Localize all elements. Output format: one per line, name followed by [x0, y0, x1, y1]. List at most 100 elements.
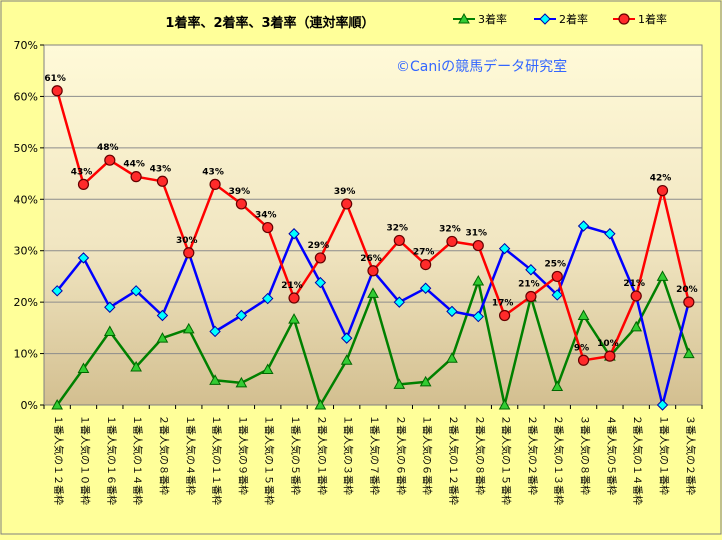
data-point [630, 320, 643, 332]
data-label: 48% [97, 143, 119, 153]
x-tick-label: １番人気の７番枠 [368, 415, 381, 495]
watermark: ©Caniの競馬データ研究室 [396, 58, 567, 75]
x-tick-label: ２番人気の１４番枠 [631, 415, 644, 505]
data-point [577, 220, 590, 232]
data-point [182, 322, 195, 334]
data-point [656, 399, 669, 411]
data-point [262, 221, 274, 234]
legend-label: 3着率 [478, 12, 507, 26]
data-point [51, 285, 63, 297]
data-point [682, 347, 695, 359]
x-tick-label: １番人気の１０番枠 [78, 415, 91, 505]
x-tick-label: １番人気の９番枠 [236, 415, 249, 495]
data-label: 27% [413, 248, 435, 258]
data-point [104, 301, 116, 313]
data-point [261, 363, 274, 375]
x-tick-label: ２番人気の１２番枠 [447, 415, 460, 505]
data-point [656, 270, 669, 281]
chart-title: 1着率、2着率、3着率（連対率順） [165, 15, 374, 31]
data-point [419, 375, 432, 387]
data-point [314, 276, 327, 289]
x-tick-label: ２番人気の６番枠 [394, 415, 407, 495]
data-point [367, 265, 379, 277]
data-point [499, 309, 511, 322]
data-label: 30% [176, 236, 198, 246]
x-tick-label: ２番人気の１番枠 [315, 415, 328, 495]
x-tick-label: １番人気の１６番枠 [105, 415, 118, 505]
data-label: 39% [229, 187, 251, 197]
data-label: 43% [150, 164, 172, 174]
data-label: 29% [308, 241, 330, 251]
data-point [314, 398, 327, 410]
data-point [393, 296, 406, 308]
legend: 3着率 2着率 1着率 [453, 12, 667, 26]
data-label: 43% [71, 167, 93, 177]
data-point [77, 178, 90, 190]
data-label: 20% [676, 285, 698, 295]
data-point [104, 154, 116, 166]
data-label: 39% [334, 187, 356, 197]
data-point [498, 242, 511, 255]
data-point [446, 235, 458, 248]
data-point [262, 292, 274, 305]
data-label: 43% [202, 167, 224, 177]
data-point [51, 398, 64, 410]
data-point [288, 292, 300, 304]
data-point [156, 332, 169, 343]
data-point [525, 290, 537, 303]
x-tick-label: ２番人気の１３番枠 [552, 415, 565, 505]
data-point [446, 352, 458, 363]
data-point [656, 184, 669, 197]
data-label: 21% [281, 281, 303, 291]
data-label: 61% [44, 74, 66, 84]
data-point [130, 171, 142, 183]
data-point [446, 305, 458, 318]
data-label: 31% [466, 229, 488, 239]
data-label: 42% [650, 174, 672, 184]
data-point [288, 313, 300, 324]
data-point [367, 287, 379, 298]
data-point [235, 376, 248, 388]
x-tick-label: ２番人気の２番枠 [526, 415, 539, 495]
data-point [618, 13, 630, 25]
data-point [551, 270, 563, 283]
data-point [472, 275, 485, 286]
x-tick-label: １番人気の３番枠 [342, 415, 355, 495]
legend-label: 2着率 [559, 12, 588, 26]
data-point [604, 350, 616, 362]
x-tick-label: ２番人気の８番枠 [157, 415, 170, 495]
data-point [130, 285, 142, 297]
data-point [183, 247, 195, 259]
x-tick-label: １番人気の１２番枠 [52, 415, 65, 505]
data-point [340, 332, 353, 344]
y-tick-label: 20% [14, 296, 38, 309]
data-point [340, 354, 353, 365]
y-tick-label: 40% [14, 193, 38, 206]
data-label: 21% [623, 279, 645, 289]
series-3 [51, 85, 695, 366]
x-tick-label: １番人気の６番枠 [421, 415, 434, 495]
data-point [77, 362, 90, 373]
data-point [156, 309, 169, 322]
x-tick-label: ３番人気の２番枠 [684, 415, 697, 495]
data-point [498, 398, 511, 410]
x-tick-label: １番人気の４番枠 [184, 415, 197, 495]
x-tick-label: ２番人気の１５番枠 [500, 415, 513, 505]
data-point [551, 380, 564, 391]
data-point [156, 175, 169, 187]
data-label: 9% [574, 343, 589, 353]
y-tick-label: 50% [14, 142, 38, 155]
data-point [472, 310, 484, 323]
data-point [235, 309, 248, 322]
data-label: 10% [597, 339, 619, 349]
data-point [420, 259, 432, 271]
data-point [393, 378, 406, 389]
data-point [630, 290, 642, 302]
y-tick-label: 60% [14, 90, 38, 103]
data-point [539, 13, 551, 25]
data-point [577, 354, 590, 366]
x-tick-label: ３番人気の８番枠 [579, 415, 592, 495]
y-tick-label: 70% [14, 39, 38, 52]
data-point [103, 325, 116, 336]
